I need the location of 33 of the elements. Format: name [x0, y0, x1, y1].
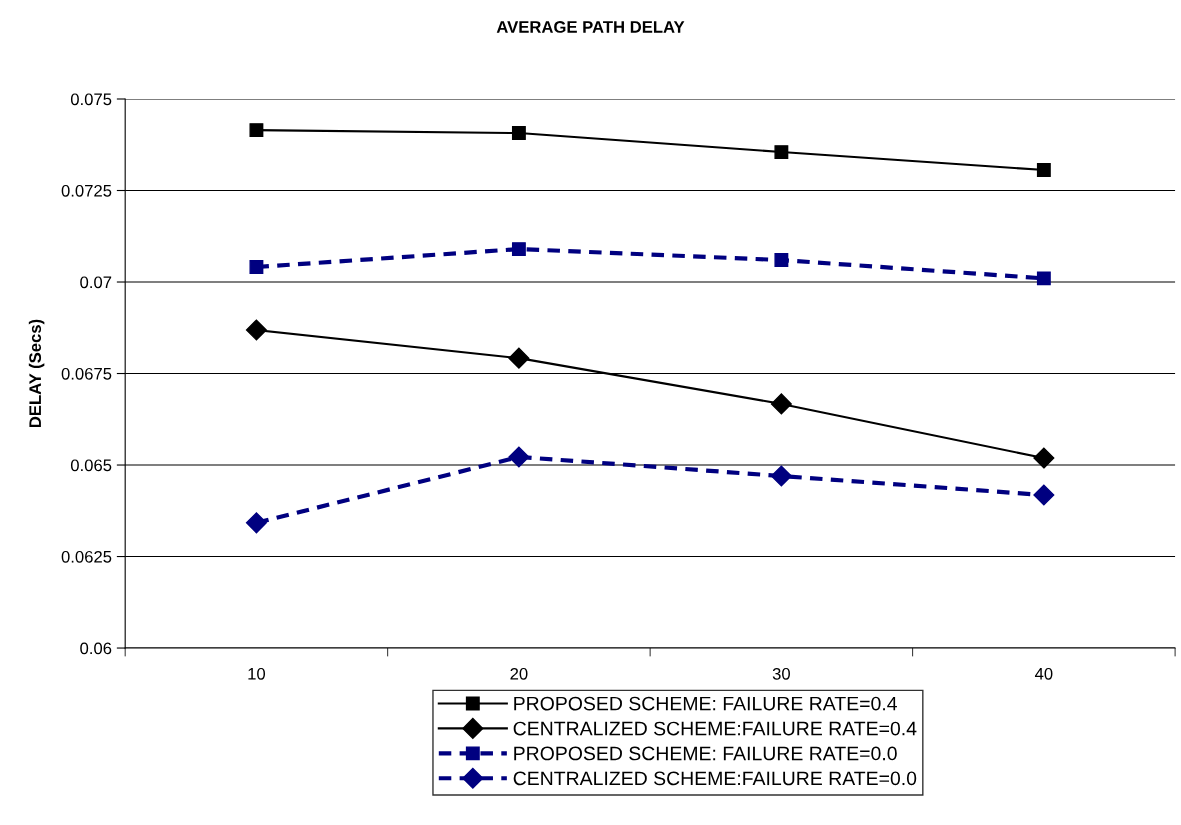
x-tick-label: 20 [510, 667, 528, 680]
chart-title: AVERAGE PATH DELAY [496, 21, 685, 33]
legend-label: CENTRALIZED SCHEME:FAILURE RATE=0.0 [513, 771, 917, 786]
point [511, 242, 526, 257]
x-tick-label: 10 [248, 667, 266, 680]
y-tick-label: 0.0625 [61, 550, 112, 563]
y-tick-label: 0.075 [70, 93, 112, 106]
point [245, 319, 267, 341]
point [1033, 447, 1055, 469]
legend-label: PROPOSED SCHEME: FAILURE RATE=0.4 [514, 696, 897, 711]
point [1036, 271, 1051, 286]
y-tick-label: 0.07 [80, 276, 112, 289]
point [511, 126, 526, 140]
legend-label: CENTRALIZED SCHEME:FAILURE RATE=0.4 [513, 721, 917, 736]
point [249, 260, 264, 274]
point [770, 465, 792, 487]
point [249, 123, 264, 138]
y-tick-label: 0.06 [80, 642, 112, 655]
x-tick-label: 40 [1034, 667, 1053, 680]
point [1033, 484, 1055, 506]
point [774, 145, 789, 160]
point [770, 393, 792, 415]
point [245, 512, 267, 534]
y-tick-label: 0.0675 [61, 367, 112, 380]
point [774, 253, 789, 267]
y-axis-title: DELAY (Secs) [28, 319, 45, 428]
point [508, 446, 530, 468]
y-tick-label: 0.0725 [61, 184, 112, 197]
y-tick-label: 0.065 [70, 459, 112, 472]
point [508, 347, 530, 369]
legend-label: PROPOSED SCHEME: FAILURE RATE=0.0 [514, 746, 897, 761]
x-tick-label: 30 [772, 667, 790, 680]
point [1036, 163, 1051, 177]
